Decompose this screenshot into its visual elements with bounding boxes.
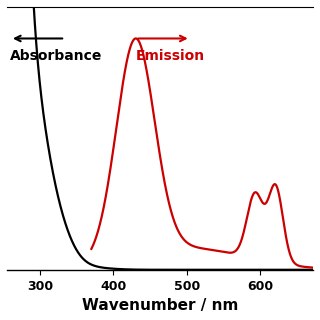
Text: Absorbance: Absorbance [10, 49, 102, 63]
Text: Emission: Emission [135, 49, 204, 63]
X-axis label: Wavenumber / nm: Wavenumber / nm [82, 298, 238, 313]
